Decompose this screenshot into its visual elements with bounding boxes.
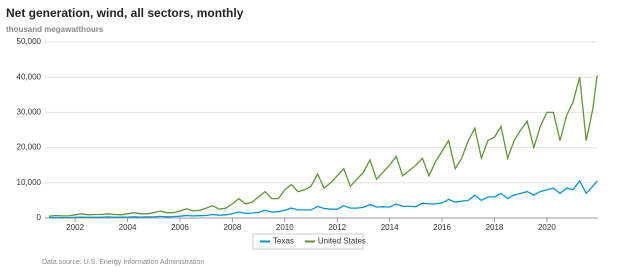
series-line	[48, 75, 598, 217]
x-tick-label: 2012	[328, 223, 346, 232]
x-tick-label: 2020	[538, 223, 556, 232]
y-tick-label: 10,000	[17, 178, 42, 187]
legend-label: United States	[318, 237, 366, 246]
x-tick-label: 2006	[171, 223, 189, 232]
x-tick-label: 2008	[223, 223, 241, 232]
y-tick-label: 30,000	[17, 108, 42, 117]
series-line	[48, 179, 598, 219]
x-tick-label: 2010	[276, 223, 294, 232]
y-tick-label: 20,000	[17, 143, 42, 152]
x-tick-label: 2018	[486, 223, 504, 232]
y-tick-label: 40,000	[17, 72, 42, 81]
x-tick-label: 2002	[66, 223, 84, 232]
x-tick-label: 2004	[119, 223, 137, 232]
chart-subtitle: thousand megawatthours	[6, 25, 104, 34]
y-tick-label: 0	[37, 213, 42, 222]
x-tick-label: 2016	[433, 223, 451, 232]
legend-label: Texas	[273, 237, 294, 246]
chart-title: Net generation, wind, all sectors, month…	[6, 6, 244, 20]
source-note: Data source: U.S. Energy Information Adm…	[42, 259, 204, 266]
y-tick-label: 50,000	[17, 37, 42, 46]
x-tick-label: 2014	[381, 223, 399, 232]
